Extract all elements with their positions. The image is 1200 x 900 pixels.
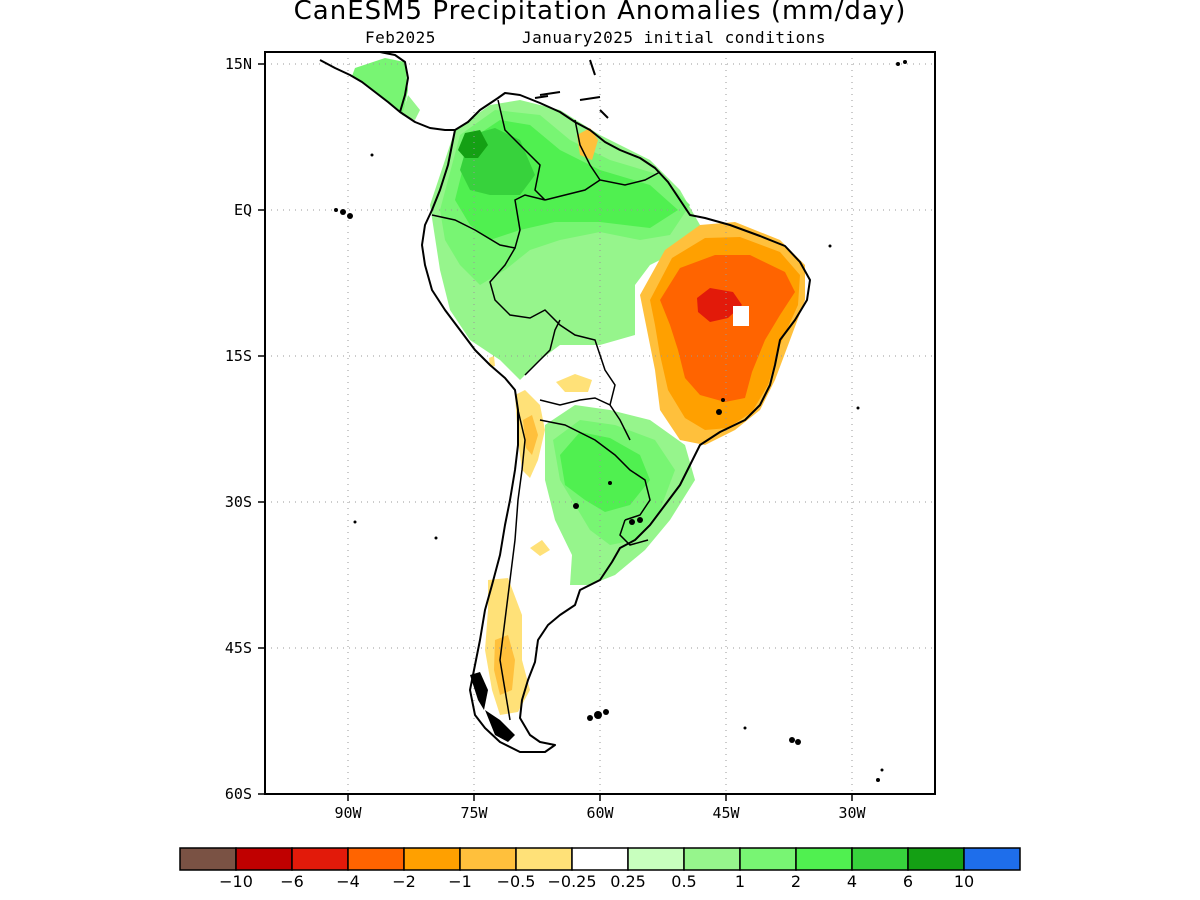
lat-label-15s: 15S	[225, 347, 252, 365]
lat-label-45s: 45S	[225, 639, 252, 657]
border-bolivia-paraguay	[539, 397, 631, 441]
legend-swatch	[851, 847, 909, 871]
legend-swatch	[739, 847, 797, 871]
legend-swatch	[179, 847, 237, 871]
lat-label-30s: 30S	[225, 493, 252, 511]
anomaly-region-cuyo-dry	[530, 540, 550, 556]
anomaly-region-guyana-dry	[577, 128, 598, 160]
lon-label-75w: 75W	[460, 804, 488, 822]
legend-label: −0.5	[497, 872, 536, 891]
legend-swatch	[291, 847, 349, 871]
border-chile-argentina	[499, 409, 526, 721]
legend-swatch	[683, 847, 741, 871]
legend-label: −4	[336, 872, 360, 891]
legend-labels: −10 −6 −4 −2 −1 −0.5 −0.25 0.25 0.5 1 2 4 6 10	[219, 872, 974, 891]
border-brazil-north	[544, 179, 601, 201]
anomaly-missing-cell	[733, 306, 749, 326]
legend-swatch	[347, 847, 405, 871]
legend-label: −2	[392, 872, 416, 891]
legend-label: 2	[791, 872, 801, 891]
legend-swatch	[627, 847, 685, 871]
legend-swatch	[459, 847, 517, 871]
legend-swatch	[795, 847, 853, 871]
anomaly-fields	[352, 58, 805, 715]
coastline-caribbean-islands	[534, 59, 609, 119]
legend-swatch	[515, 847, 573, 871]
border-colombia-venezuela	[497, 99, 546, 201]
legend-swatch	[907, 847, 965, 871]
anomaly-region-central-america-light	[402, 95, 420, 120]
anomaly-region-andes-dry-core	[523, 415, 538, 455]
lon-label-60w: 60W	[586, 804, 614, 822]
legend-swatch	[571, 847, 629, 871]
anomaly-region-altiplano-dry	[556, 374, 592, 392]
border-peru-brazil-bolivia	[489, 247, 616, 406]
anomaly-region-brazil-max-dry	[697, 288, 742, 322]
legend-swatch	[403, 847, 461, 871]
legend-label: −0.25	[547, 872, 596, 891]
coastline-central-america	[319, 52, 455, 131]
legend-label: −10	[219, 872, 253, 891]
legend-swatch	[235, 847, 293, 871]
islands	[334, 60, 907, 782]
anomaly-region-patagonia-dry-core	[494, 635, 515, 695]
initial-conditions-label: January2025 initial conditions	[522, 28, 826, 47]
anomaly-region-central-america	[352, 58, 408, 115]
border-argentina-paraguay-brazil	[539, 419, 651, 521]
country-borders	[431, 99, 661, 721]
border-bolivia-south	[524, 319, 561, 376]
chart-title: CanESM5 Precipitation Anomalies (mm/day)	[293, 0, 907, 26]
legend-label: 0.5	[671, 872, 696, 891]
border-peru-chile	[504, 377, 516, 391]
axis-ticks	[258, 63, 853, 801]
forecast-month: Feb2025	[365, 28, 436, 47]
legend-swatch	[963, 847, 1021, 871]
anomaly-region-brazil-strong-dry	[660, 255, 795, 402]
legend-label: 1	[735, 872, 745, 891]
lon-label-90w: 90W	[334, 804, 362, 822]
legend-label: 4	[847, 872, 857, 891]
legend-label: −6	[280, 872, 304, 891]
precipitation-anomaly-map: 15N EQ 15S 30S 45S 60S 90W 75W 60W 45W 3…	[225, 51, 936, 822]
legend-label: 10	[954, 872, 974, 891]
lat-label-eq: EQ	[234, 201, 252, 219]
lon-label-30w: 30W	[838, 804, 866, 822]
anomaly-region-colombia-max	[458, 130, 488, 158]
legend-label: 6	[903, 872, 913, 891]
lat-label-15n: 15N	[225, 55, 252, 73]
lat-label-60s: 60S	[225, 785, 252, 803]
lon-label-45w: 45W	[712, 804, 740, 822]
legend-label: 0.25	[610, 872, 646, 891]
anomaly-region-southeast-bright	[560, 432, 650, 512]
legend-swatches	[179, 847, 1021, 871]
legend-label: −1	[448, 872, 472, 891]
border-uruguay	[619, 519, 649, 546]
